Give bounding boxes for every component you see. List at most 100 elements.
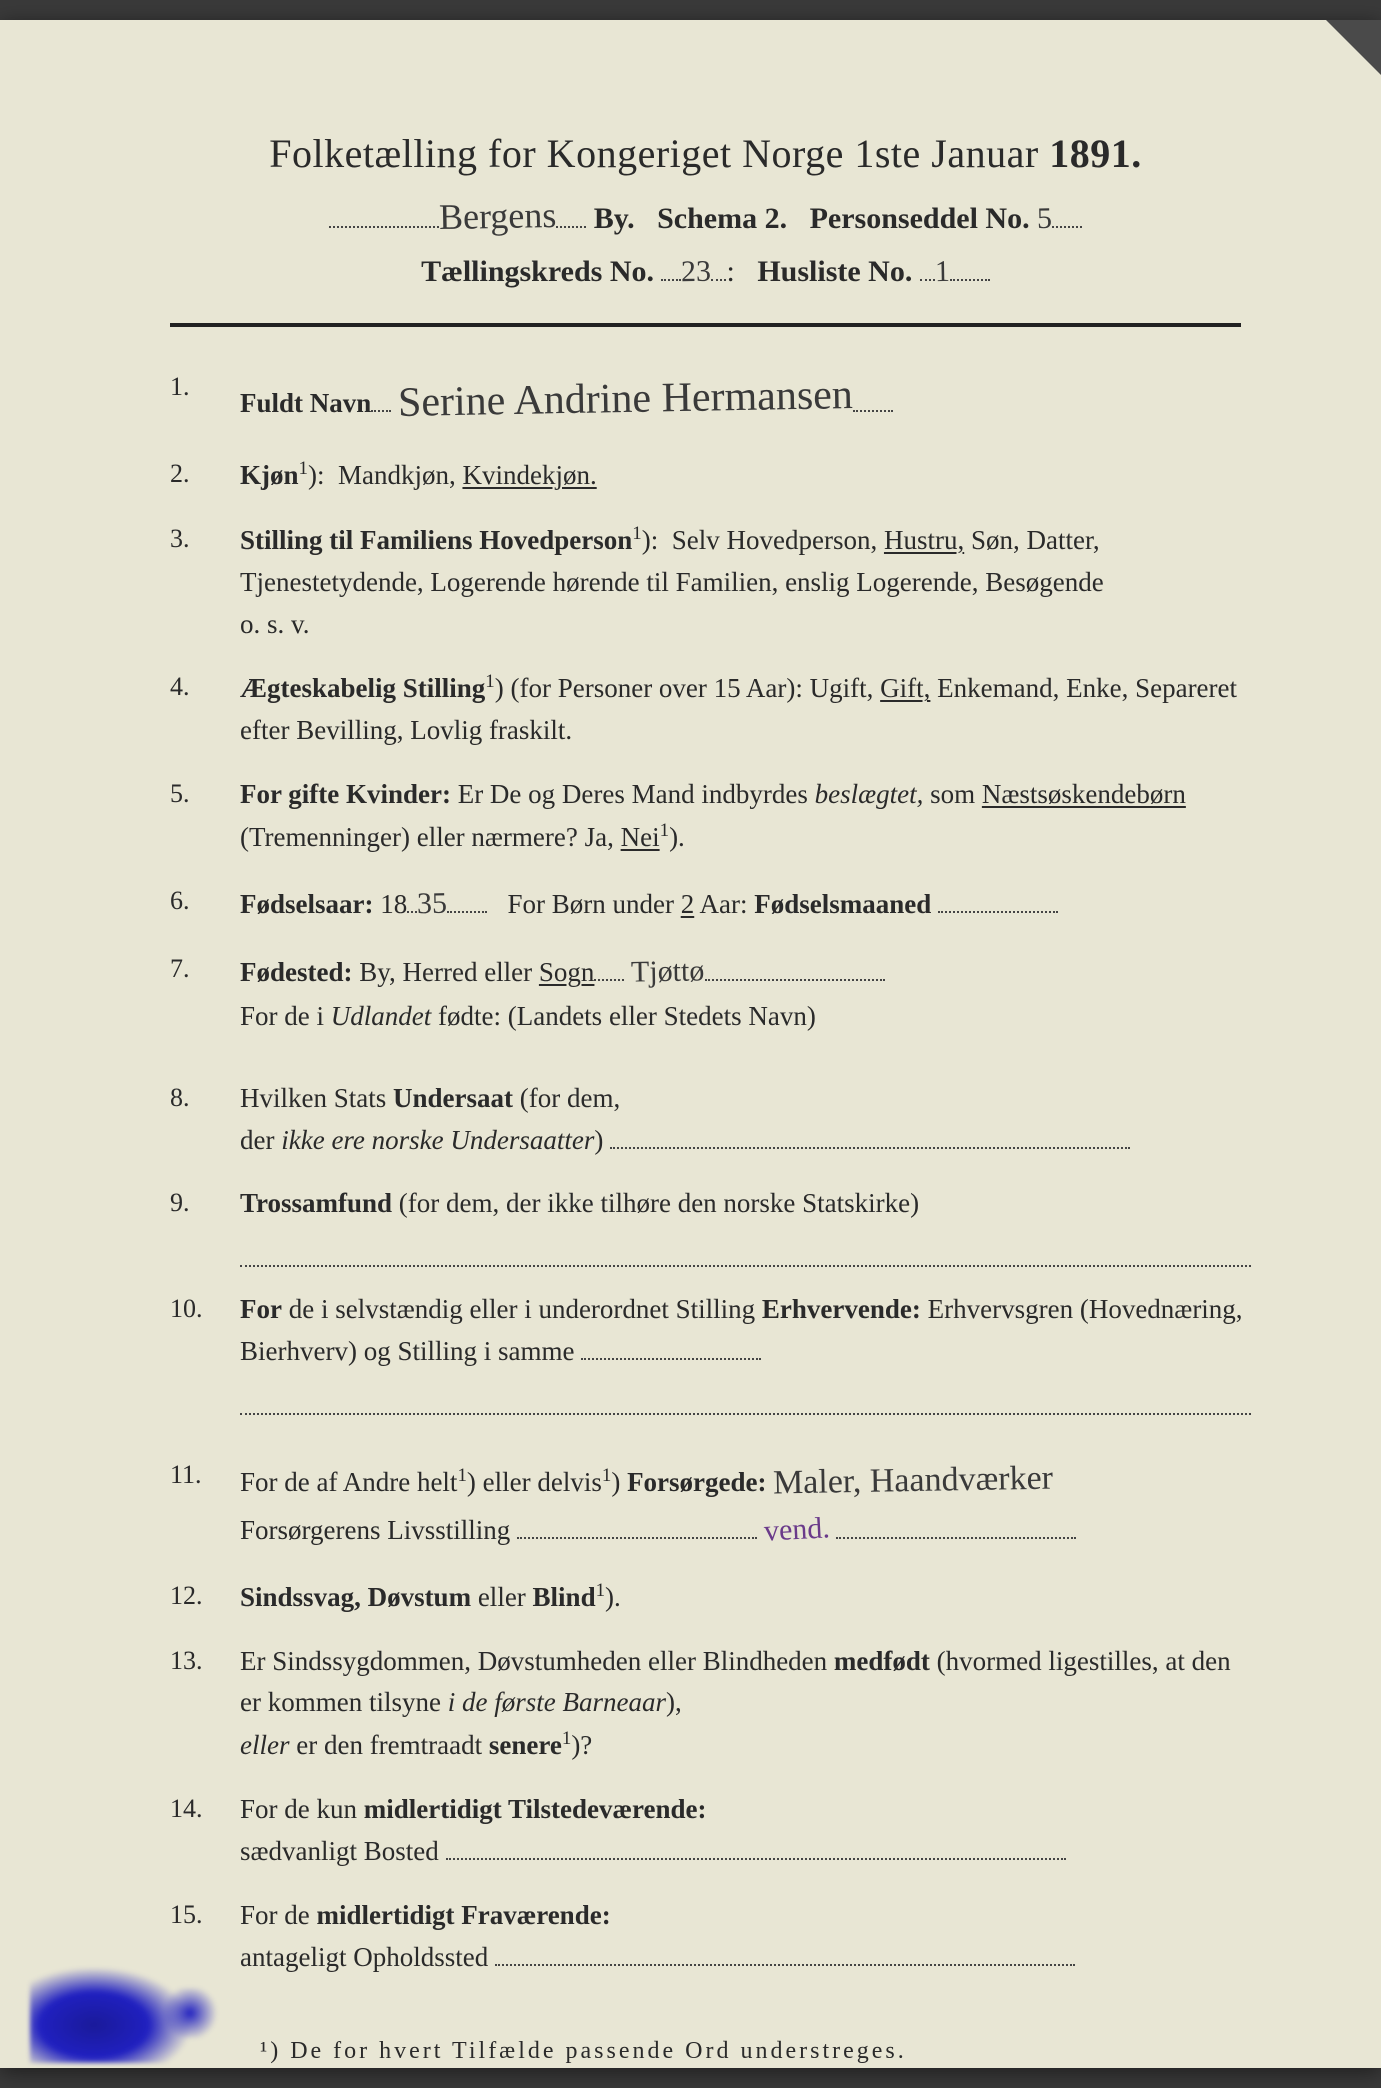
q9: Trossamfund (for dem, der ikke tilhøre d… bbox=[160, 1183, 1251, 1267]
q4-opts1: Ugift, bbox=[810, 673, 874, 703]
q3-text1: Selv Hovedperson, bbox=[672, 525, 877, 555]
title-text: Folketælling for Kongeriget Norge 1ste J… bbox=[269, 131, 1049, 176]
q4: Ægteskabelig Stilling1) (for Personer ov… bbox=[160, 667, 1251, 752]
q3-hustru: Hustru, bbox=[884, 525, 964, 555]
q12-text: eller bbox=[478, 1582, 526, 1612]
q3: Stilling til Familiens Hovedperson1): Se… bbox=[160, 519, 1251, 646]
header-line-2: Bergens By. Schema 2. Personseddel No. 5 bbox=[160, 195, 1251, 237]
q13-b1: medfødt bbox=[834, 1646, 930, 1676]
q7-text3: fødte: (Landets eller Stedets Navn) bbox=[438, 1001, 816, 1031]
question-list: Fuldt Navn Serine Andrine Hermansen Kjøn… bbox=[160, 367, 1251, 1978]
main-title: Folketælling for Kongeriget Norge 1ste J… bbox=[160, 130, 1251, 177]
footnote: ¹) De for hvert Tilfælde passende Ord un… bbox=[160, 2038, 1251, 2065]
q5-text3: (Tremenninger) eller nærmere? Ja, bbox=[240, 822, 614, 852]
personseddel-no: 5 bbox=[1037, 202, 1053, 236]
q6-text2: For Børn under bbox=[507, 889, 673, 919]
q5-em1: beslægtet, bbox=[815, 779, 924, 809]
q3-label: Stilling til Familiens Hovedperson bbox=[240, 525, 632, 555]
q11-b: Forsørgede: bbox=[627, 1467, 766, 1497]
q13-text1: Er Sindssygdommen, Døvstumheden eller Bl… bbox=[240, 1646, 827, 1676]
q6-u2: 2 bbox=[681, 889, 695, 919]
q14-text2: sædvanligt Bosted bbox=[240, 1836, 439, 1866]
q5-text2: som bbox=[930, 779, 975, 809]
q6-year: 35 bbox=[417, 881, 448, 928]
q13-text3: ), bbox=[666, 1687, 682, 1717]
title-year: 1891. bbox=[1049, 131, 1142, 176]
q11-value: Maler, Haandværker bbox=[773, 1452, 1054, 1510]
q8-b: Undersaat bbox=[393, 1083, 513, 1113]
q10-text1: de i selvstændig eller i underordnet Sti… bbox=[289, 1294, 755, 1324]
separator-rule bbox=[170, 323, 1241, 327]
q5-text1: Er De og Deres Mand indbyrdes bbox=[458, 779, 808, 809]
q8-text1: Hvilken Stats bbox=[240, 1083, 386, 1113]
q15-b: midlertidigt Fraværende: bbox=[317, 1900, 611, 1930]
q2: Kjøn1): Mandkjøn, Kvindekjøn. bbox=[160, 454, 1251, 497]
q6-b2: Fødselsmaaned bbox=[754, 889, 931, 919]
q11: For de af Andre helt1) eller delvis1) Fo… bbox=[160, 1455, 1251, 1554]
ink-blot bbox=[30, 1968, 190, 2063]
q2-opt1: Mandkjøn, bbox=[338, 460, 456, 490]
q2-label: Kjøn bbox=[240, 460, 299, 490]
city-handwritten: Bergens bbox=[439, 194, 557, 238]
q6-label: Fødselsaar: bbox=[240, 889, 373, 919]
q10-b1: For bbox=[240, 1294, 282, 1324]
q8-em: ikke ere norske Undersaatter bbox=[281, 1125, 594, 1155]
q7-label: Fødested: bbox=[240, 957, 352, 987]
q6: Fødselsaar: 18 35 For Børn under 2 Aar: F… bbox=[160, 881, 1251, 928]
personseddel-label: Personseddel No. bbox=[810, 202, 1030, 235]
q11-text1: For de af Andre helt bbox=[240, 1467, 457, 1497]
q12-b2: Blind bbox=[533, 1582, 596, 1612]
q9-text: (for dem, der ikke tilhøre den norske St… bbox=[399, 1188, 919, 1218]
q5: For gifte Kvinder: Er De og Deres Mand i… bbox=[160, 774, 1251, 859]
q5-label: For gifte Kvinder: bbox=[240, 779, 451, 809]
q15-text1: For de bbox=[240, 1900, 310, 1930]
q1-value: Serine Andrine Hermansen bbox=[398, 363, 854, 436]
q7-sogn: Sogn bbox=[539, 957, 595, 987]
q11-text2: eller delvis bbox=[483, 1467, 602, 1497]
q9-b: Trossamfund bbox=[240, 1188, 392, 1218]
q15-text2: antageligt Opholdssted bbox=[240, 1942, 488, 1972]
q12: Sindssvag, Døvstum eller Blind1). bbox=[160, 1576, 1251, 1619]
q11-stamp: vend. bbox=[763, 1505, 831, 1555]
q2-opt2: Kvindekjøn. bbox=[462, 460, 596, 490]
kreds-label: Tællingskreds No. bbox=[421, 255, 654, 288]
q14-text1: For de kun bbox=[240, 1794, 357, 1824]
q10: For de i selvstændig eller i underordnet… bbox=[160, 1289, 1251, 1414]
q8-text3: der bbox=[240, 1125, 274, 1155]
q5-u1: Næstsøskendebørn bbox=[982, 779, 1186, 809]
q4-label: Ægteskabelig Stilling bbox=[240, 673, 485, 703]
by-label: By. bbox=[594, 202, 635, 235]
q7-em: Udlandet bbox=[331, 1001, 432, 1031]
husliste-label: Husliste No. bbox=[757, 255, 912, 288]
schema-label: Schema 2. bbox=[657, 202, 787, 235]
q8-text2: (for dem, bbox=[520, 1083, 620, 1113]
header-line-3: Tællingskreds No. 23: Husliste No. 1 bbox=[160, 251, 1251, 289]
husliste-no: 1 bbox=[935, 255, 951, 289]
q13-em2: eller bbox=[240, 1730, 289, 1760]
q7-text1: By, Herred eller bbox=[359, 957, 532, 987]
q13-text4: er den fremtraadt bbox=[296, 1730, 482, 1760]
q7-value: Tjøttø bbox=[631, 949, 705, 997]
q14-b: midlertidigt Tilstedeværende: bbox=[364, 1794, 707, 1824]
q4-paren: (for Personer over 15 Aar): bbox=[510, 673, 802, 703]
q8: Hvilken Stats Undersaat (for dem, der ik… bbox=[160, 1078, 1251, 1162]
q7: Fødested: By, Herred eller Sogn Tjøttø F… bbox=[160, 949, 1251, 1037]
q5-nei: Nei bbox=[621, 822, 660, 852]
q1: Fuldt Navn Serine Andrine Hermansen bbox=[160, 367, 1251, 432]
q13-b2: senere bbox=[489, 1730, 562, 1760]
q6-text3: Aar: bbox=[699, 889, 747, 919]
q1-label: Fuldt Navn bbox=[240, 388, 371, 418]
q15: For de midlertidigt Fraværende: antageli… bbox=[160, 1895, 1251, 1979]
document-page: Folketælling for Kongeriget Norge 1ste J… bbox=[0, 20, 1381, 2068]
q3-text3: o. s. v. bbox=[240, 609, 310, 639]
q14: For de kun midlertidigt Tilstedeværende:… bbox=[160, 1789, 1251, 1873]
q7-text2: For de i bbox=[240, 1001, 324, 1031]
q12-b1: Sindssvag, Døvstum bbox=[240, 1582, 471, 1612]
kreds-no: 23 bbox=[681, 255, 712, 290]
q6-prefix: 18 bbox=[380, 889, 407, 919]
page-corner-fold bbox=[1326, 20, 1381, 75]
q8-text4: ) bbox=[594, 1125, 603, 1155]
q13-em1: i de første Barneaar bbox=[448, 1687, 666, 1717]
q13: Er Sindssygdommen, Døvstumheden eller Bl… bbox=[160, 1641, 1251, 1768]
q11-text3: Forsørgerens Livsstilling bbox=[240, 1515, 510, 1545]
